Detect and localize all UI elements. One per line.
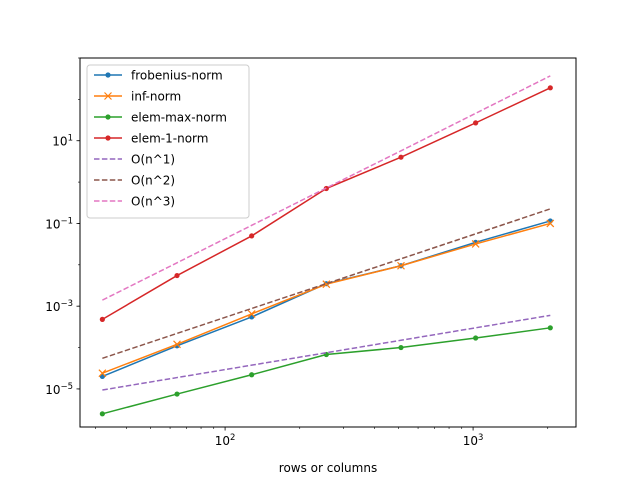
data-point — [398, 154, 404, 160]
legend-label: O(n^3) — [131, 195, 175, 209]
series-elem-max-norm — [99, 325, 553, 417]
legend-label: elem-max-norm — [131, 111, 227, 125]
data-point — [473, 120, 479, 126]
legend-item: frobenius-norm — [94, 69, 223, 83]
data-point — [322, 280, 331, 289]
data-point — [174, 391, 180, 397]
data-point — [547, 85, 553, 91]
legend-item: O(n^3) — [94, 195, 175, 209]
series-inf-norm — [98, 219, 555, 378]
data-point — [546, 219, 555, 228]
series-line-4 — [102, 314, 551, 391]
data-point — [473, 335, 479, 341]
legend-swatch-marker — [105, 72, 111, 78]
legend-item: O(n^1) — [94, 153, 175, 167]
legend-label: O(n^2) — [131, 174, 175, 188]
legend-box — [86, 64, 250, 219]
data-point — [99, 316, 105, 322]
data-point — [173, 340, 181, 349]
data-point — [249, 372, 255, 378]
series-layer — [98, 75, 555, 417]
data-point — [249, 233, 255, 239]
legend-label: elem-1-norm — [131, 132, 208, 146]
plot-frame — [79, 57, 577, 428]
legend-item: elem-1-norm — [94, 132, 208, 146]
series-line-6 — [102, 75, 551, 301]
y-tick-label-0: 10−5 — [45, 382, 73, 397]
y-tick-label-2: 10−1 — [45, 216, 73, 231]
legend-swatch-marker — [105, 114, 111, 120]
legend-label: inf-norm — [131, 90, 181, 104]
legend-swatch-marker — [105, 135, 111, 141]
x-axis-label: rows or columns — [279, 461, 377, 475]
data-point — [547, 325, 553, 331]
axis-layer: 102 103 10−5 10−3 10−1 101 — [45, 57, 549, 448]
y-tick-label-3: 101 — [52, 134, 73, 149]
legend-label: O(n^1) — [131, 153, 175, 167]
data-point — [99, 411, 105, 417]
data-point — [398, 344, 404, 351]
legend-item: inf-norm — [94, 90, 181, 104]
y-tick-label-1: 10−3 — [45, 299, 73, 314]
data-point — [98, 369, 107, 378]
data-point — [174, 272, 180, 279]
legend-swatch-marker — [104, 92, 112, 100]
data-point — [471, 240, 480, 248]
x-tick-label-1: 103 — [463, 433, 484, 448]
x-tick-label-0: 102 — [215, 433, 236, 448]
legend-item: O(n^2) — [94, 174, 175, 188]
legend-label: frobenius-norm — [131, 69, 223, 83]
series-O(n^1) — [102, 314, 551, 391]
series-O(n^3) — [102, 75, 551, 301]
data-point — [247, 309, 256, 318]
legend: frobenius-norm inf-norm elem-max-norm elem-… — [86, 64, 250, 219]
data-point — [397, 261, 405, 270]
legend-item: elem-max-norm — [94, 111, 227, 125]
